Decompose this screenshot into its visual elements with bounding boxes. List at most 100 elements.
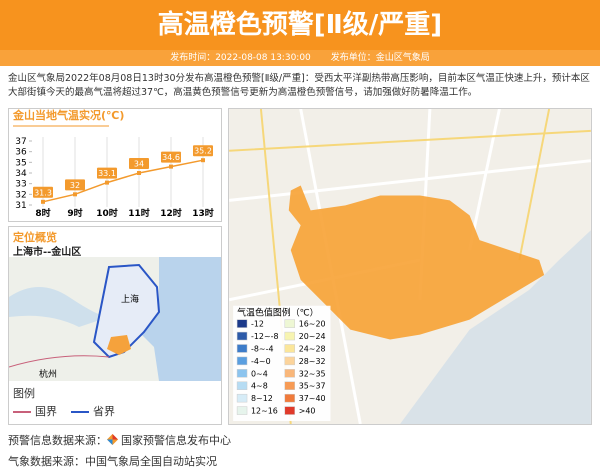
value-label: 31.3: [34, 188, 52, 197]
value-label-bg: [33, 186, 53, 198]
source-label: 预警信息数据来源：: [8, 434, 107, 447]
legend-label: -12: [251, 320, 264, 329]
map-label: 杭州: [39, 368, 57, 380]
legend-swatch: [284, 356, 295, 366]
y-tick-label: 31: [15, 201, 26, 211]
legend-label: 32~35: [299, 369, 326, 378]
x-tick-label: 9时: [67, 207, 82, 219]
value-label: 33.1: [98, 169, 116, 178]
legend-swatch: [236, 406, 248, 415]
location-panel: 定位概览 上海市--金山区 上海 杭州 图例 国界 省界: [8, 226, 222, 425]
legend-label: 37~40: [299, 394, 326, 403]
legend-title: 图例: [13, 387, 35, 400]
point: [137, 171, 141, 175]
warning-area: [288, 185, 545, 340]
x-tick-label: 11时: [128, 207, 150, 219]
x-tick-label: 13时: [192, 207, 214, 219]
warning-map: 气温色值图例（℃） -12 -12~-8 -8~-4 -4~0 0~4 4~8 8~12 12…: [228, 108, 592, 425]
legend-label: -8~-4: [251, 344, 273, 353]
legend-label: 12~16: [251, 407, 278, 416]
chart-title: 金山当地气温实况(℃): [12, 108, 124, 122]
legend-label: 28~32: [299, 357, 326, 366]
point: [201, 158, 205, 163]
legend-label: -4~0: [251, 357, 271, 366]
legend-swatch: [236, 369, 248, 378]
location-legend: 图例 国界 省界: [13, 385, 143, 423]
legend-swatch: [236, 319, 248, 328]
sea: [139, 257, 221, 381]
river: [9, 287, 109, 327]
legend-label: 16~20: [299, 320, 326, 329]
legend-label: 20~24: [299, 332, 326, 341]
legend-label: 省界: [93, 405, 115, 418]
value-label-bg: [65, 179, 85, 191]
header-title: 高温橙色预警[Ⅱ级/严重]: [0, 0, 600, 50]
x-tick-label: 12时: [160, 207, 182, 219]
legend-label: 8~12: [251, 394, 273, 403]
value-label: 34.6: [162, 153, 180, 162]
value-label: 32: [70, 181, 80, 190]
temperature-chart: 金山当地气温实况(℃) 313233343536378时31.39时3210时3…: [8, 108, 222, 222]
legend-swatch: [71, 411, 89, 413]
legend-item: 省界: [71, 403, 115, 419]
value-label: 34: [134, 160, 144, 169]
point: [169, 164, 173, 169]
header-meta: 发布时间：2022-08-08 13:30:00 发布单位：金山区气象局: [0, 50, 600, 66]
weather-source: 气象数据来源：中国气象局全国自动站实况: [8, 455, 217, 468]
y-tick-label: 34: [15, 169, 27, 179]
legend-swatch: [284, 344, 295, 353]
legend-swatch: [13, 411, 31, 413]
x-tick-label: 8时: [35, 207, 50, 219]
location-title: 定位概览: [13, 231, 57, 244]
value-label-bg: [193, 145, 213, 157]
legend-swatch: [236, 393, 248, 403]
point: [105, 180, 109, 185]
source-icon: [107, 434, 118, 445]
legend-title: 气温色值图例（℃）: [237, 307, 319, 319]
y-tick-label: 36: [15, 148, 27, 158]
point: [41, 199, 45, 204]
legend-swatch: [284, 406, 295, 415]
value-label-bg: [161, 151, 181, 163]
point: [73, 192, 77, 197]
legend-swatch: [236, 344, 248, 353]
legend-swatch: [284, 319, 295, 328]
legend-item: 国界: [13, 403, 57, 419]
legend-label: 35~37: [299, 382, 326, 391]
warning-source: 预警信息数据来源： 国家预警信息发布中心: [8, 432, 231, 448]
legend-label: >40: [299, 407, 316, 416]
legend-label: 4~8: [251, 382, 268, 391]
value-label-bg: [129, 158, 149, 169]
value-label: 35.2: [194, 147, 212, 156]
legend-swatch: [236, 381, 248, 390]
value-label-bg: [97, 167, 117, 179]
jinshan: [107, 335, 131, 355]
publish-unit: 发布单位：金山区气象局: [330, 53, 430, 63]
legend-swatch: [236, 331, 248, 341]
location-map: 上海 杭州: [9, 257, 221, 381]
legend-swatch: [236, 356, 248, 366]
legend-swatch: [284, 393, 295, 403]
legend-swatch: [284, 369, 295, 378]
legend-label: 国界: [35, 405, 57, 418]
map-label: 上海: [121, 293, 139, 305]
legend-label: 24~28: [299, 344, 326, 353]
y-tick-label: 32: [15, 190, 26, 200]
boundary: [9, 355, 110, 368]
publish-time: 发布时间：2022-08-08 13:30:00: [170, 53, 311, 63]
description: 金山区气象局2022年08月08日13时30分发布高温橙色预警[Ⅱ级/严重]：受…: [8, 73, 590, 98]
legend-swatch: [284, 381, 295, 390]
legend-box: [233, 305, 331, 422]
legend-label: -12~-8: [251, 332, 279, 341]
legend-items: 国界 省界: [13, 403, 143, 419]
sea: [400, 230, 591, 424]
y-tick-label: 33: [15, 180, 26, 190]
legend-label: 0~4: [251, 369, 268, 378]
location-place: 上海市--金山区: [13, 247, 82, 258]
y-tick-label: 37: [15, 137, 26, 147]
source-name: 国家预警信息发布中心: [121, 434, 231, 447]
y-tick-label: 35: [15, 158, 26, 168]
temp-line: [42, 159, 204, 203]
x-tick-label: 10时: [96, 207, 118, 219]
